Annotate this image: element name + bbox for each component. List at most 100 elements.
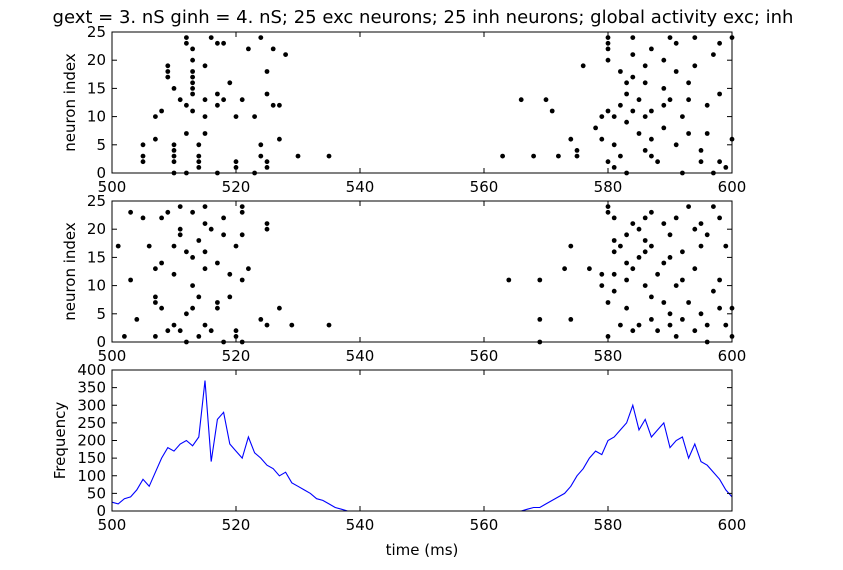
inh-spike-80 [611, 249, 617, 255]
inh-spike-98 [642, 283, 648, 288]
exc-spike-40 [215, 102, 220, 108]
inh-spike-15 [165, 328, 171, 334]
x-axis-label: time (ms) [386, 541, 459, 559]
inh-spike-129 [711, 204, 716, 210]
inh-spike-23 [184, 249, 189, 255]
exc-spike-99 [636, 97, 642, 103]
y-axis-label: neuron index [61, 53, 79, 152]
inh-spike-10 [153, 266, 158, 272]
exc-spike-90 [618, 153, 623, 159]
y-tick-label: 25 [87, 23, 106, 41]
exc-raster-panel: 500 520 540 560 580 600 0 5 10 15 20 25 neuron index [61, 23, 746, 196]
inh-spike-47 [227, 294, 233, 300]
exc-spike-48 [239, 97, 245, 103]
exc-spike-133 [717, 91, 722, 97]
exc-spike-104 [642, 148, 648, 153]
x-tick-label: 520 [222, 347, 251, 365]
y-tick-label: 10 [87, 277, 106, 295]
exc-spike-15 [177, 97, 183, 103]
y-tick-label: 25 [87, 192, 106, 210]
inh-spike-86 [624, 260, 629, 266]
x-tick-label: 540 [346, 516, 375, 534]
y-tick-label: 5 [96, 305, 106, 323]
exc-spike-117 [673, 69, 679, 74]
inh-spike-134 [723, 243, 729, 249]
inh-spike-2 [128, 277, 134, 283]
inh-spike-24 [184, 311, 189, 317]
y-tick-label: 10 [87, 108, 106, 126]
exc-spike-49 [246, 46, 251, 52]
exc-spike-66 [500, 153, 505, 159]
inh-spike-50 [233, 334, 239, 339]
inh-spike-16 [171, 271, 177, 277]
exc-spike-76 [593, 125, 598, 131]
exc-spike-54 [258, 153, 264, 159]
inh-spike-75 [605, 204, 611, 210]
exc-spike-16 [184, 35, 189, 40]
exc-spike-55 [264, 69, 270, 74]
x-tick-label: 520 [222, 516, 251, 534]
exc-spike-89 [618, 102, 623, 108]
exc-spike-26 [190, 86, 196, 91]
inh-spike-76 [605, 209, 611, 215]
exc-spike-65 [326, 153, 332, 159]
inh-spike-59 [264, 322, 270, 328]
inh-spike-30 [196, 334, 202, 339]
inh-spike-120 [692, 226, 698, 232]
exc-spike-105 [649, 46, 654, 52]
inh-spike-33 [202, 221, 208, 227]
exc-spike-91 [624, 80, 629, 86]
inh-spike-3 [128, 209, 134, 215]
inh-spike-79 [611, 238, 617, 243]
inh-spike-135 [723, 322, 729, 328]
inh-spike-127 [704, 322, 710, 328]
inh-spike-82 [611, 288, 617, 294]
inh-spike-66 [537, 277, 543, 283]
inh-spike-126 [704, 232, 710, 238]
exc-spike-107 [649, 136, 654, 142]
inh-spike-19 [177, 204, 183, 210]
y-tick-label: 0 [96, 502, 106, 520]
inh-spike-107 [661, 300, 667, 305]
x-tick-label: 540 [346, 178, 375, 196]
exc-spike-69 [543, 97, 549, 103]
y-tick-label: 150 [77, 449, 106, 467]
exc-spike-22 [190, 57, 196, 63]
inh-spike-113 [673, 283, 679, 288]
exc-spike-39 [215, 91, 220, 97]
exc-spike-9 [171, 86, 177, 91]
inh-spike-54 [239, 277, 245, 283]
inh-spike-68 [562, 266, 567, 272]
inh-spike-119 [686, 300, 691, 305]
inh-spike-36 [202, 204, 208, 210]
exc-spike-0 [140, 142, 146, 148]
exc-spike-46 [233, 159, 239, 165]
inh-spike-9 [153, 300, 158, 305]
exc-spike-123 [686, 131, 691, 136]
inh-spike-18 [171, 243, 177, 249]
exc-spike-126 [698, 148, 704, 153]
inh-spike-40 [215, 300, 220, 305]
inh-spike-91 [630, 328, 636, 334]
inh-spike-43 [221, 215, 227, 221]
inh-spike-100 [649, 243, 654, 249]
exc-spike-121 [686, 80, 691, 86]
y-tick-label: 0 [96, 164, 106, 182]
exc-spike-24 [190, 74, 196, 80]
exc-spike-112 [661, 102, 667, 108]
inh-spike-74 [605, 334, 611, 339]
exc-spike-111 [661, 86, 667, 91]
exc-spike-129 [704, 131, 710, 136]
y-tick-label: 20 [87, 51, 106, 69]
exc-spike-110 [661, 57, 667, 63]
exc-spike-82 [605, 57, 611, 63]
inh-spike-27 [190, 283, 196, 288]
inh-spike-63 [326, 322, 332, 328]
exc-spike-12 [171, 153, 177, 159]
exc-spike-100 [636, 131, 642, 136]
exc-spike-62 [277, 102, 282, 108]
inh-spike-35 [202, 322, 208, 328]
exc-spike-77 [599, 114, 605, 119]
exc-spike-17 [184, 40, 189, 46]
